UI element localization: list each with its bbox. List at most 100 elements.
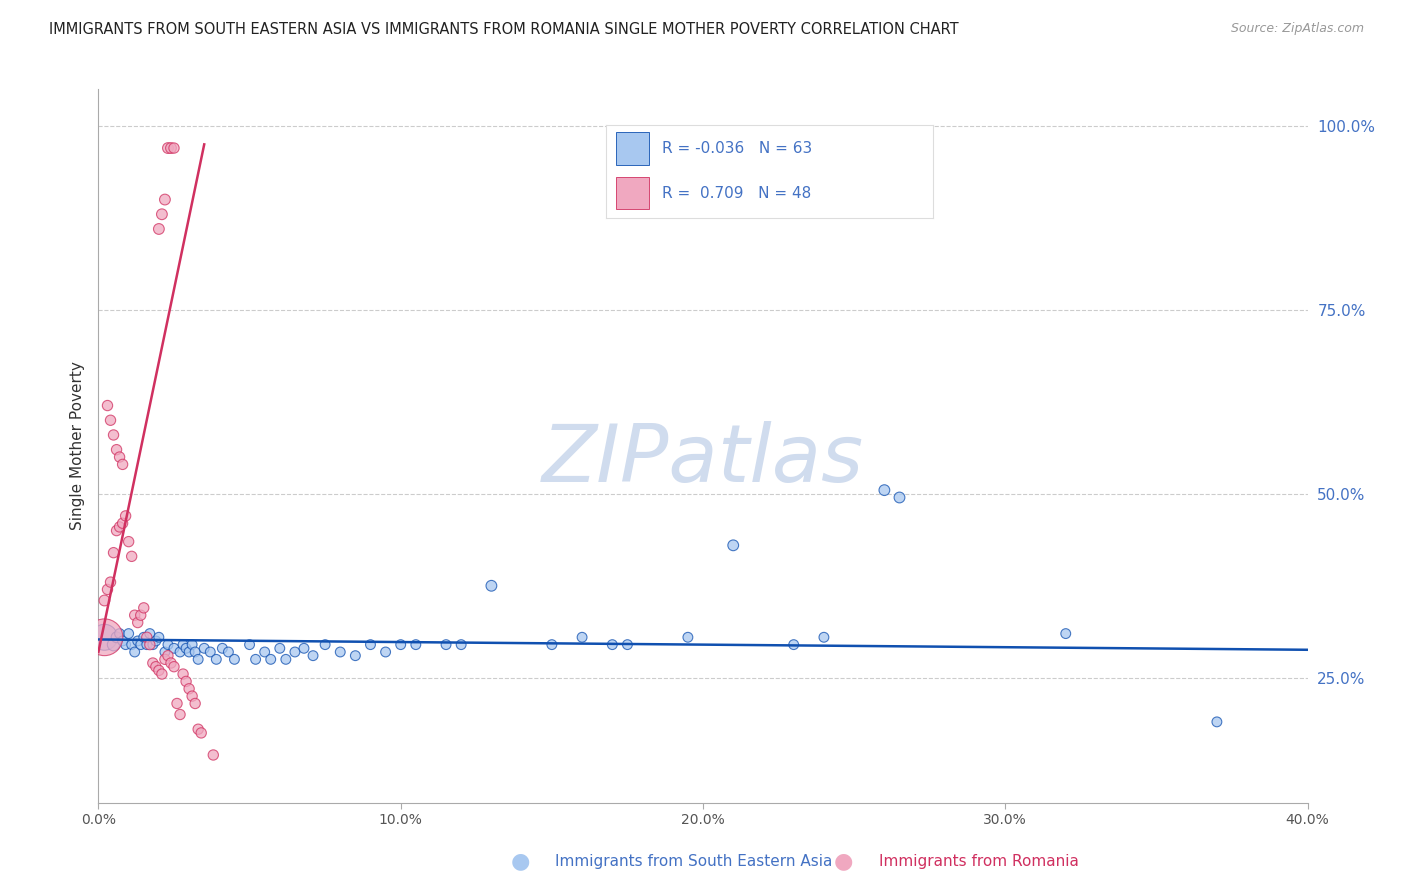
Point xyxy=(616,638,638,652)
Point xyxy=(217,645,239,659)
Point xyxy=(148,630,170,644)
Point xyxy=(193,641,215,656)
Point xyxy=(124,645,146,659)
Text: Source: ZipAtlas.com: Source: ZipAtlas.com xyxy=(1230,22,1364,36)
Point xyxy=(360,638,382,652)
Point xyxy=(172,638,194,652)
Point xyxy=(163,641,186,656)
Point xyxy=(150,667,173,681)
Point xyxy=(100,575,122,590)
Point xyxy=(260,652,283,666)
Point xyxy=(129,608,152,623)
Point xyxy=(163,141,186,155)
Point xyxy=(434,638,457,652)
Point xyxy=(302,648,325,663)
Y-axis label: Single Mother Poverty: Single Mother Poverty xyxy=(69,361,84,531)
Point xyxy=(153,193,176,207)
Text: ZIPatlas: ZIPatlas xyxy=(541,421,865,500)
Point xyxy=(105,442,128,457)
Point xyxy=(174,674,197,689)
Point xyxy=(163,659,186,673)
Point xyxy=(103,546,125,560)
Point xyxy=(160,141,183,155)
Point xyxy=(96,399,118,413)
Point xyxy=(202,747,225,762)
Point xyxy=(111,516,134,531)
Point xyxy=(389,638,412,652)
Point xyxy=(139,638,162,652)
Point xyxy=(145,634,167,648)
Point xyxy=(103,638,125,652)
Point xyxy=(121,638,143,652)
Point xyxy=(127,634,149,648)
Point xyxy=(93,630,115,644)
Point xyxy=(156,648,179,663)
Point xyxy=(292,641,315,656)
Point xyxy=(160,656,183,670)
Point xyxy=(132,630,155,644)
Point xyxy=(889,491,911,505)
Point xyxy=(602,638,624,652)
Point xyxy=(205,652,228,666)
Point xyxy=(105,524,128,538)
Point xyxy=(873,483,896,497)
Point xyxy=(481,579,503,593)
Point xyxy=(450,638,472,652)
Point xyxy=(108,626,131,640)
Text: ●: ● xyxy=(834,852,853,871)
Point xyxy=(108,520,131,534)
Point xyxy=(156,638,179,652)
Point xyxy=(179,681,201,696)
Point xyxy=(190,726,212,740)
Point xyxy=(100,413,122,427)
Point xyxy=(135,638,157,652)
Point xyxy=(111,458,134,472)
Point xyxy=(723,538,745,552)
Point xyxy=(121,549,143,564)
Point xyxy=(374,645,396,659)
Point xyxy=(111,634,134,648)
Point xyxy=(142,638,165,652)
Point xyxy=(239,638,262,652)
Point xyxy=(245,652,267,666)
Point xyxy=(274,652,297,666)
Point xyxy=(783,638,806,652)
Point xyxy=(187,723,209,737)
Point xyxy=(187,652,209,666)
Point xyxy=(145,659,167,673)
Point xyxy=(96,582,118,597)
Text: Immigrants from Romania: Immigrants from Romania xyxy=(879,855,1078,869)
Point xyxy=(200,645,222,659)
Point xyxy=(169,645,191,659)
Point xyxy=(181,638,204,652)
Point xyxy=(124,608,146,623)
Point xyxy=(166,697,188,711)
Point xyxy=(1206,714,1229,729)
Point xyxy=(153,645,176,659)
Point xyxy=(184,697,207,711)
Point xyxy=(142,656,165,670)
Point xyxy=(93,593,115,607)
Point xyxy=(127,615,149,630)
Point xyxy=(211,641,233,656)
Point xyxy=(114,508,136,523)
Point xyxy=(1054,626,1077,640)
Point xyxy=(103,428,125,442)
Point xyxy=(314,638,336,652)
Point xyxy=(156,141,179,155)
Point xyxy=(135,630,157,644)
Text: ●: ● xyxy=(510,852,530,871)
Text: IMMIGRANTS FROM SOUTH EASTERN ASIA VS IMMIGRANTS FROM ROMANIA SINGLE MOTHER POVE: IMMIGRANTS FROM SOUTH EASTERN ASIA VS IM… xyxy=(49,22,959,37)
Point xyxy=(253,645,276,659)
Point xyxy=(224,652,246,666)
Point xyxy=(571,630,593,644)
Point xyxy=(148,664,170,678)
Point xyxy=(148,222,170,236)
Point xyxy=(169,707,191,722)
Point xyxy=(181,689,204,703)
Point xyxy=(676,630,699,644)
Point xyxy=(405,638,427,652)
Point xyxy=(269,641,291,656)
Point xyxy=(129,638,152,652)
Point xyxy=(93,630,115,644)
